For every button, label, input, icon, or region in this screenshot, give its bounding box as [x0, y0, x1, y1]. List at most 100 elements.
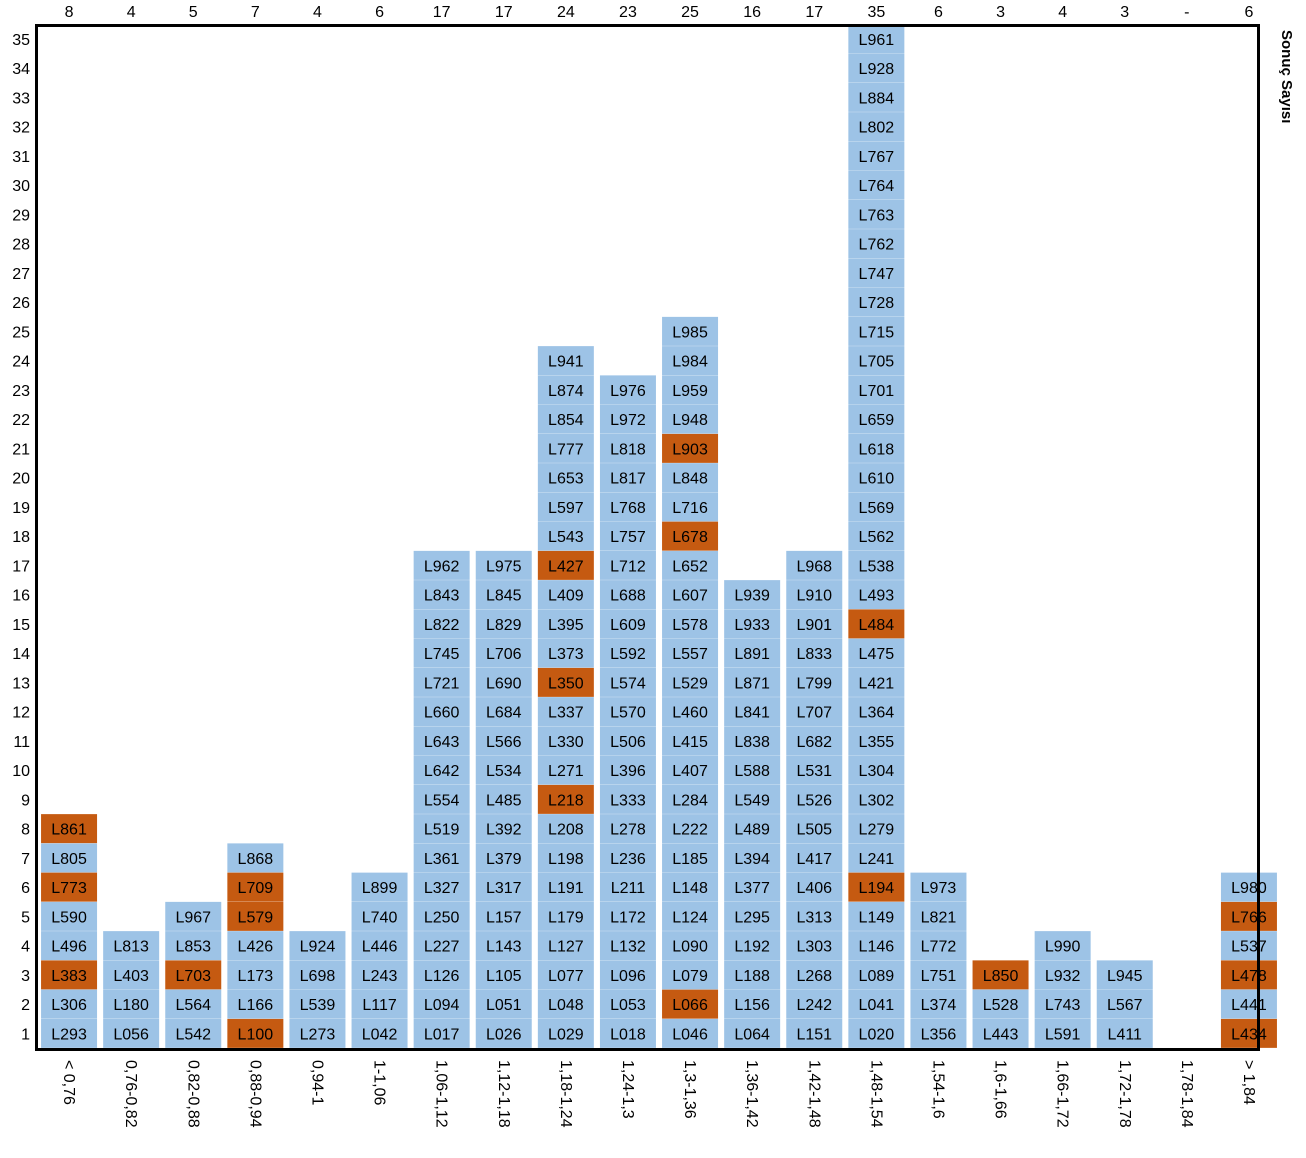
result-cell	[848, 960, 905, 990]
cell-label: L506	[610, 734, 646, 751]
cell-label: L333	[610, 792, 646, 809]
column-count: 24	[557, 4, 575, 21]
result-cell	[537, 814, 594, 844]
cell-label: L854	[548, 412, 584, 429]
cell-label: L933	[734, 617, 770, 634]
result-cell	[599, 931, 656, 961]
cell-label: L327	[424, 880, 460, 897]
cell-label: L132	[610, 939, 646, 956]
result-cell	[351, 1018, 408, 1048]
cell-label: L443	[983, 1026, 1019, 1043]
cell-label: L805	[51, 851, 87, 868]
result-cell	[662, 492, 719, 522]
cell-label: L588	[734, 763, 770, 780]
cell-label: L064	[734, 1026, 770, 1043]
cell-label: L763	[859, 207, 895, 224]
y-tick-label: 8	[21, 822, 30, 839]
cell-label: L818	[610, 441, 646, 458]
cell-label: L945	[1107, 968, 1143, 985]
y-tick-label: 35	[12, 32, 30, 49]
result-cell	[103, 989, 160, 1019]
result-cell	[227, 843, 284, 873]
x-tick-label: 0,76-0,82	[122, 1060, 139, 1128]
result-cell	[103, 960, 160, 990]
result-cell	[910, 960, 967, 990]
result-cell	[599, 843, 656, 873]
result-cell	[848, 901, 905, 931]
cell-label: L127	[548, 939, 584, 956]
result-cell	[599, 609, 656, 639]
result-cell	[599, 960, 656, 990]
result-cell	[1096, 960, 1153, 990]
cell-label: L853	[175, 939, 211, 956]
result-cell	[537, 433, 594, 463]
y-tick-label: 13	[12, 675, 30, 692]
x-tick-label: 1,72-1,78	[1116, 1060, 1133, 1128]
cell-label: L271	[548, 763, 584, 780]
result-cell	[227, 989, 284, 1019]
result-cell	[848, 53, 905, 83]
column-count: 17	[805, 4, 823, 21]
highlighted-cell	[1220, 901, 1277, 931]
result-cell	[599, 755, 656, 785]
cell-label: L317	[486, 880, 522, 897]
cell-label: L149	[859, 909, 895, 926]
y-tick-label: 6	[21, 880, 30, 897]
result-cell	[475, 697, 532, 727]
cell-label: L772	[921, 939, 957, 956]
result-cell	[662, 375, 719, 405]
cell-label: L496	[51, 939, 87, 956]
result-cell	[910, 989, 967, 1019]
result-cell	[537, 492, 594, 522]
y-tick-label: 30	[12, 178, 30, 195]
cell-label: L682	[796, 734, 832, 751]
cell-label: L557	[672, 646, 708, 663]
result-cell	[413, 755, 470, 785]
result-cell	[537, 989, 594, 1019]
result-cell	[537, 931, 594, 961]
result-cell	[41, 1018, 98, 1048]
cell-label: L932	[1045, 968, 1081, 985]
cell-label: L984	[672, 354, 708, 371]
cell-label: L678	[672, 529, 708, 546]
result-cell	[848, 346, 905, 376]
result-cell	[599, 726, 656, 756]
cell-label: L330	[548, 734, 584, 751]
cell-label: L041	[859, 997, 895, 1014]
result-cell	[413, 638, 470, 668]
cell-label: L767	[859, 149, 895, 166]
result-cell	[662, 316, 719, 346]
highlighted-cell	[165, 960, 222, 990]
column-count: 5	[189, 4, 198, 21]
result-cell	[537, 346, 594, 376]
result-cell	[475, 784, 532, 814]
result-cell	[413, 872, 470, 902]
cell-label: L051	[486, 997, 522, 1014]
cell-label: L773	[51, 880, 87, 897]
cell-label: L241	[859, 851, 895, 868]
cell-label: L924	[300, 939, 336, 956]
cell-label: L148	[672, 880, 708, 897]
cell-label: L976	[610, 383, 646, 400]
cell-label: L684	[486, 705, 522, 722]
cell-label: L591	[1045, 1026, 1081, 1043]
result-cell	[413, 814, 470, 844]
y-tick-label: 12	[12, 705, 30, 722]
cell-label: L406	[796, 880, 832, 897]
cell-label: L861	[51, 822, 87, 839]
cell-label: L660	[424, 705, 460, 722]
y-tick-label: 15	[12, 617, 30, 634]
cell-label: L392	[486, 822, 522, 839]
column-counts: 8 4 5 7 4 6 17 17 24 23 25 16 17 35 6 3 4 3 - 6	[65, 4, 1254, 21]
result-cell	[662, 580, 719, 610]
cell-label: L048	[548, 997, 584, 1014]
result-cell	[351, 872, 408, 902]
x-tick-label: 1,18-1,24	[557, 1060, 574, 1128]
cell-label: L096	[610, 968, 646, 985]
cell-label: L242	[796, 997, 832, 1014]
result-cell	[475, 1018, 532, 1048]
cell-label: L379	[486, 851, 522, 868]
result-cell	[1096, 989, 1153, 1019]
cell-label: L105	[486, 968, 522, 985]
cell-label: L273	[300, 1026, 336, 1043]
